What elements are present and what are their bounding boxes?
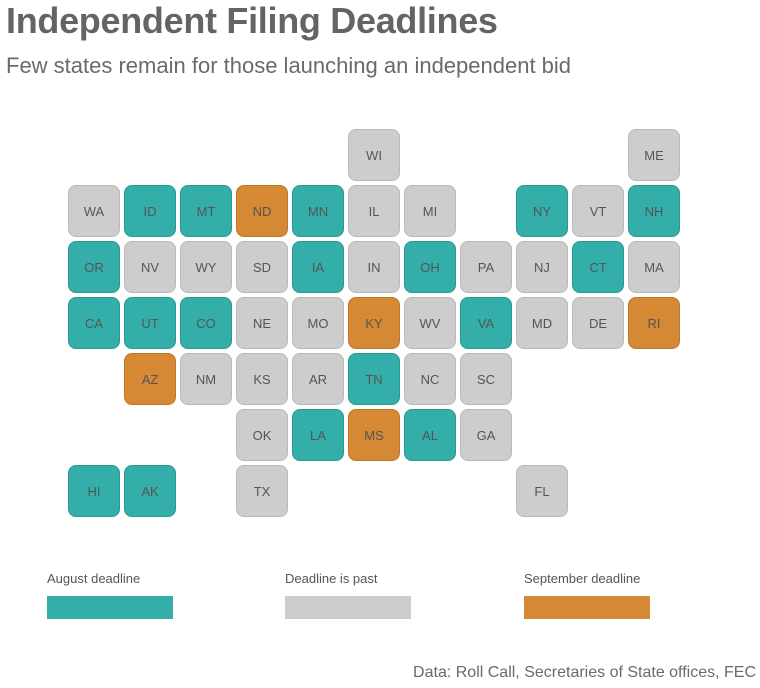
state-tile-vt[interactable]: VT [572,185,624,237]
state-tile-ks[interactable]: KS [236,353,288,405]
state-tile-in[interactable]: IN [348,241,400,293]
state-tile-mt[interactable]: MT [180,185,232,237]
state-tile-nv[interactable]: NV [124,241,176,293]
state-tile-wy[interactable]: WY [180,241,232,293]
legend-august-swatch [47,596,173,619]
state-tile-hi[interactable]: HI [68,465,120,517]
state-tile-va[interactable]: VA [460,297,512,349]
state-tile-ak[interactable]: AK [124,465,176,517]
state-tile-ca[interactable]: CA [68,297,120,349]
state-tile-sc[interactable]: SC [460,353,512,405]
state-tile-ny[interactable]: NY [516,185,568,237]
state-tile-tn[interactable]: TN [348,353,400,405]
state-tile-ky[interactable]: KY [348,297,400,349]
state-tile-de[interactable]: DE [572,297,624,349]
map-title: Independent Filing Deadlines [6,0,498,41]
state-tile-mi[interactable]: MI [404,185,456,237]
state-tile-tx[interactable]: TX [236,465,288,517]
legend-august-label: August deadline [47,571,141,586]
state-tile-id[interactable]: ID [124,185,176,237]
state-tile-ia[interactable]: IA [292,241,344,293]
state-tile-or[interactable]: OR [68,241,120,293]
state-tile-la[interactable]: LA [292,409,344,461]
legend-september-swatch [524,596,650,619]
state-tile-nh[interactable]: NH [628,185,680,237]
map-subtitle: Few states remain for those launching an… [6,53,572,78]
legend-september: September deadline [524,571,650,619]
state-tile-ar[interactable]: AR [292,353,344,405]
state-tile-ri[interactable]: RI [628,297,680,349]
state-tile-oh[interactable]: OH [404,241,456,293]
state-tile-ma[interactable]: MA [628,241,680,293]
state-tile-nd[interactable]: ND [236,185,288,237]
state-tile-nc[interactable]: NC [404,353,456,405]
state-tile-md[interactable]: MD [516,297,568,349]
state-tile-ms[interactable]: MS [348,409,400,461]
state-tile-ne[interactable]: NE [236,297,288,349]
state-tile-me[interactable]: ME [628,129,680,181]
state-tile-nm[interactable]: NM [180,353,232,405]
state-tile-sd[interactable]: SD [236,241,288,293]
state-tile-co[interactable]: CO [180,297,232,349]
source-note: Data: Roll Call, Secretaries of State of… [413,664,756,681]
state-tile-fl[interactable]: FL [516,465,568,517]
state-tile-il[interactable]: IL [348,185,400,237]
state-tile-mo[interactable]: MO [292,297,344,349]
legend-september-label: September deadline [524,571,641,586]
legend-august: August deadline [47,571,173,619]
state-tile-pa[interactable]: PA [460,241,512,293]
state-tile-wv[interactable]: WV [404,297,456,349]
legend-past: Deadline is past [285,571,411,619]
state-tile-wa[interactable]: WA [68,185,120,237]
state-tile-ct[interactable]: CT [572,241,624,293]
legend-past-swatch [285,596,411,619]
state-tile-wi[interactable]: WI [348,129,400,181]
state-tile-mn[interactable]: MN [292,185,344,237]
state-tile-ut[interactable]: UT [124,297,176,349]
state-tile-ok[interactable]: OK [236,409,288,461]
state-tile-az[interactable]: AZ [124,353,176,405]
legend-past-label: Deadline is past [285,571,378,586]
state-tile-ga[interactable]: GA [460,409,512,461]
state-tile-nj[interactable]: NJ [516,241,568,293]
state-tile-al[interactable]: AL [404,409,456,461]
